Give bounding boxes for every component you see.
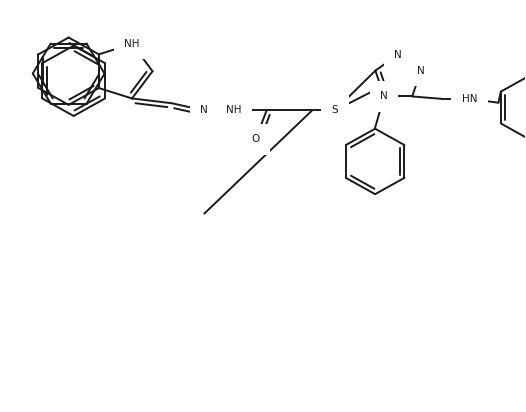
Text: NH: NH xyxy=(227,105,242,115)
Text: N: N xyxy=(417,66,425,76)
Text: N: N xyxy=(200,105,208,115)
Text: NH: NH xyxy=(124,39,140,49)
Text: N: N xyxy=(394,50,402,60)
Text: N: N xyxy=(380,91,388,101)
Text: HN: HN xyxy=(462,94,477,104)
Text: S: S xyxy=(331,105,338,115)
Text: O: O xyxy=(251,134,260,144)
